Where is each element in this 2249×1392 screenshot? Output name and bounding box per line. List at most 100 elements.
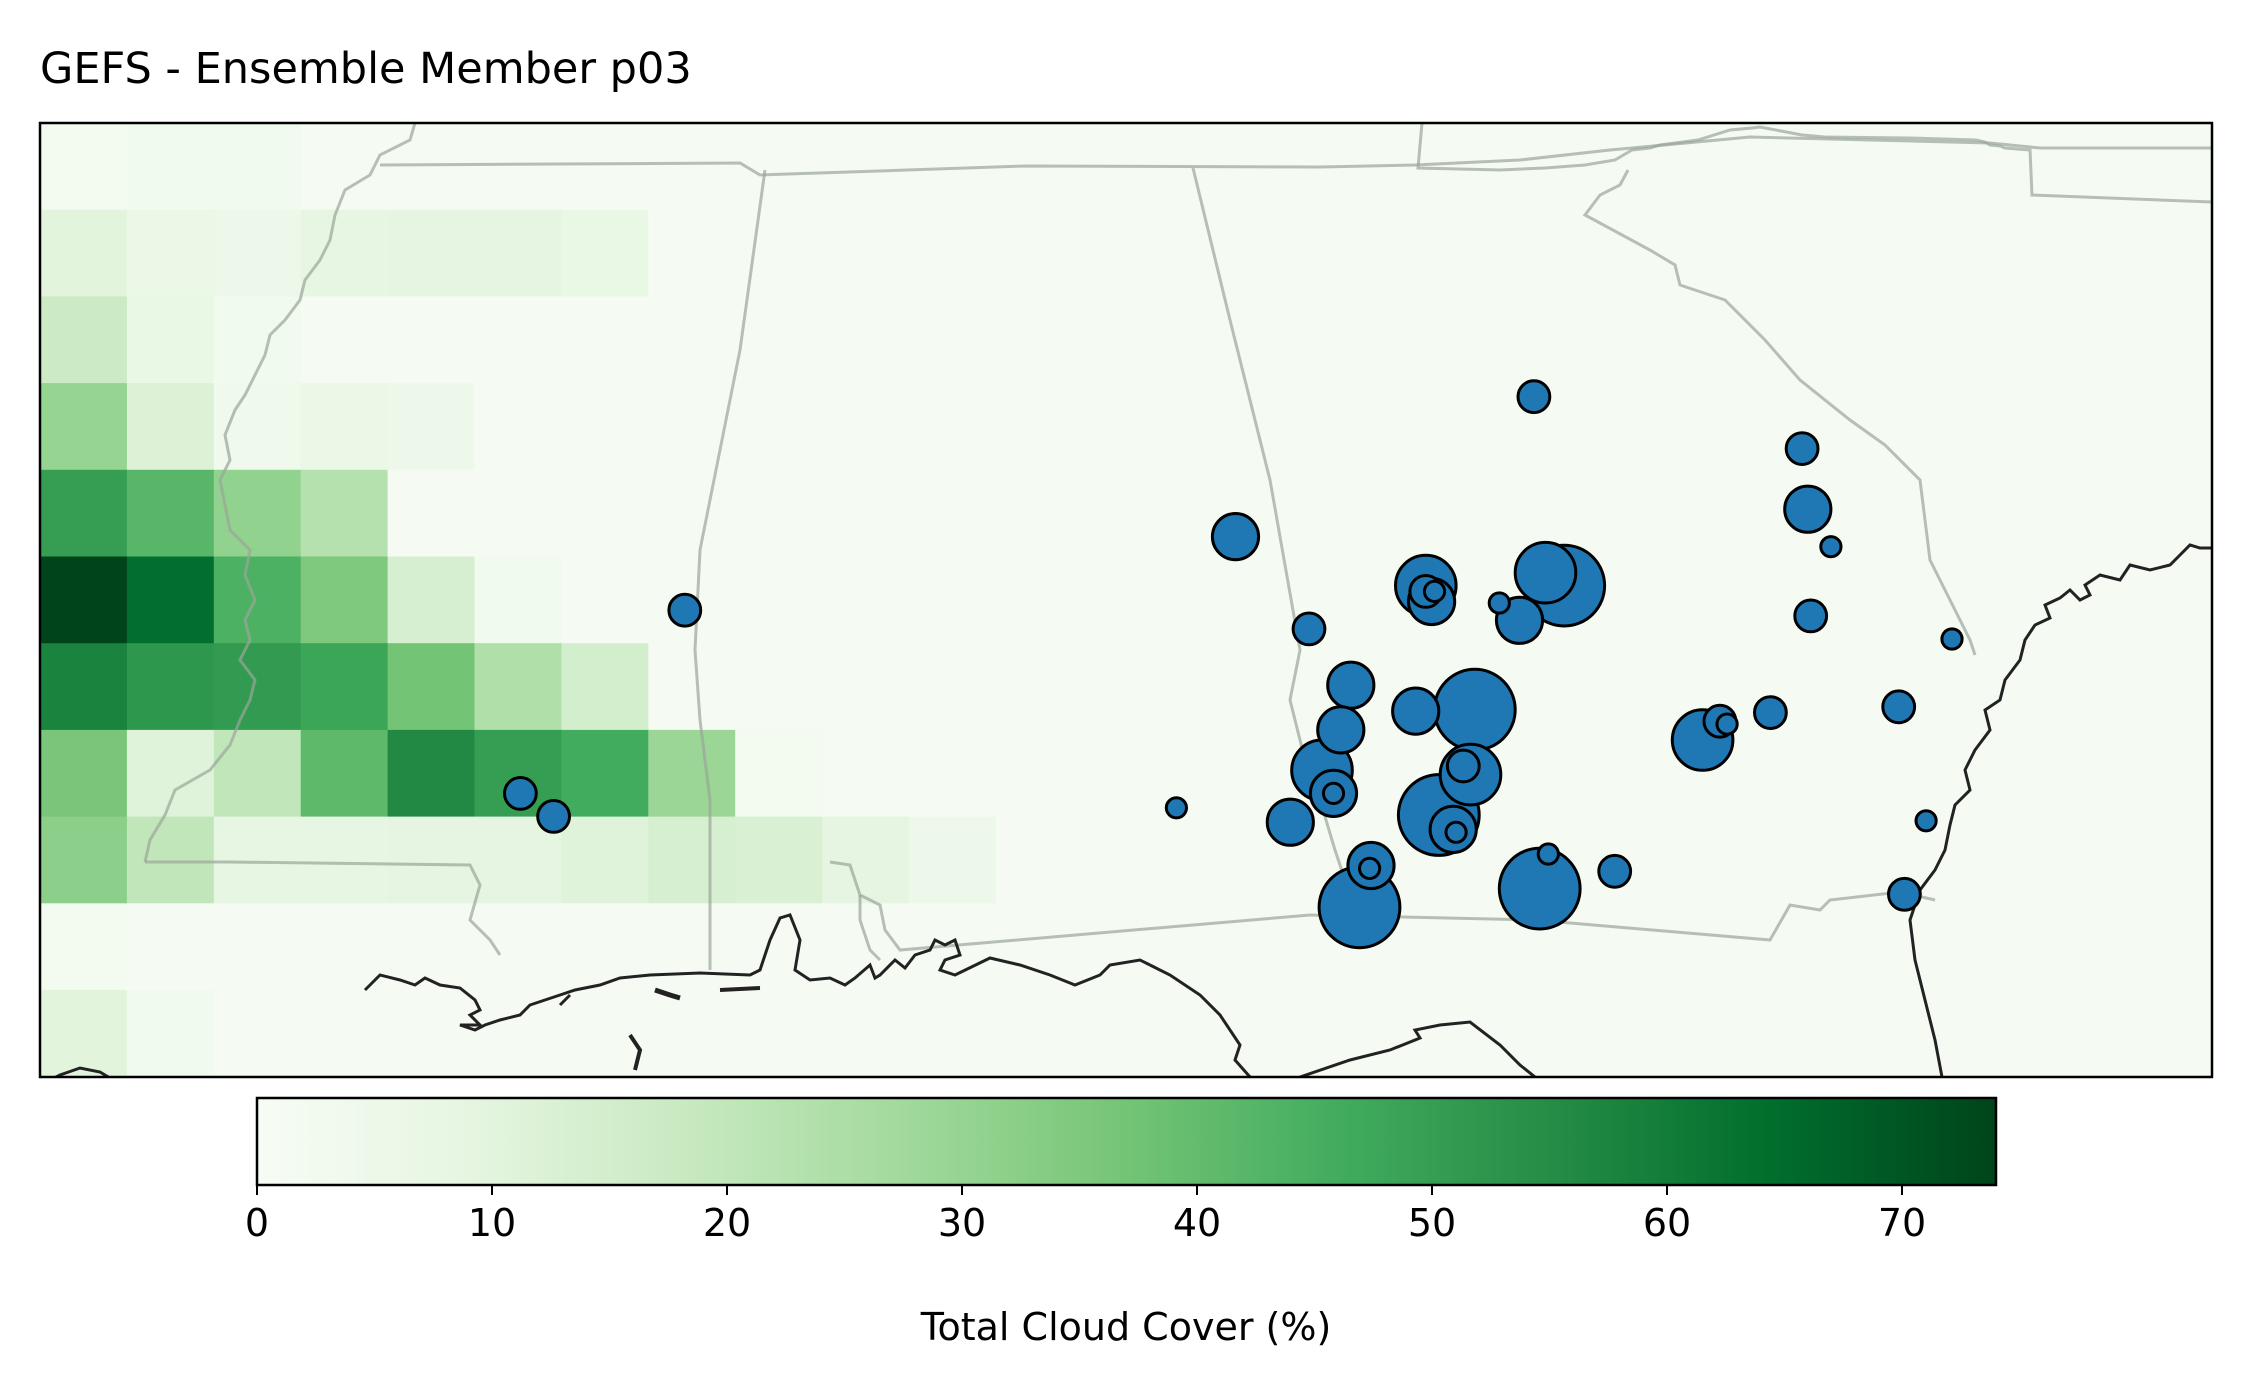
grid-cell (387, 729, 476, 818)
colorbar-label: Total Cloud Cover (%) (920, 1305, 1332, 1349)
grid-cell (561, 643, 649, 731)
station-marker (1597, 853, 1633, 889)
grid-cell (561, 469, 649, 558)
grid-cell (126, 383, 215, 471)
station-marker (1391, 686, 1441, 736)
station-marker (1291, 611, 1327, 647)
grid-cell (561, 123, 649, 211)
coast-peninsula (1149, 963, 1252, 1077)
grid-cell (822, 816, 910, 904)
cloud-cover-grid (40, 123, 2212, 1077)
grid-cell (40, 729, 128, 818)
border-sc-ga-river (1582, 169, 1977, 656)
map-title: GEFS - Ensemble Member p03 (40, 44, 692, 94)
colorbar-tick-label: 10 (468, 1201, 516, 1245)
coast-gulf (363, 913, 1151, 1032)
grid-cell (1604, 643, 1692, 731)
colorbar-tick-label: 30 (938, 1201, 986, 1245)
grid-cell (648, 903, 736, 991)
grid-cell (1169, 643, 1258, 731)
grid-cell (1604, 383, 1692, 471)
grid-cell (1951, 123, 2040, 211)
grid-cell (1430, 123, 1518, 211)
grid-cell (648, 816, 736, 904)
grid-cell (1169, 556, 1258, 644)
station-marker (1444, 820, 1468, 844)
grid-cell (1778, 990, 1866, 1077)
grid-cell (735, 816, 823, 904)
grid-cell (909, 296, 997, 384)
grid-cell (2038, 296, 2127, 384)
grid-cell (213, 469, 302, 558)
station-marker (1445, 748, 1481, 784)
grid-cell (126, 556, 215, 644)
grid-cell (126, 123, 215, 211)
grid-cell (1343, 209, 1431, 297)
colorbar-tick-label: 60 (1643, 1201, 1691, 1245)
grid-cell (995, 903, 1084, 991)
grid-cell (995, 990, 1084, 1077)
grid-cell (2125, 816, 2212, 904)
grid-cell (1951, 990, 2040, 1077)
grid-cell (1517, 296, 1605, 384)
grid-cell (126, 209, 215, 297)
grid-cell (2125, 643, 2212, 731)
grid-cell (2038, 209, 2127, 297)
grid-cell (1951, 556, 2040, 644)
grid-cell (909, 729, 997, 818)
grid-cell (387, 990, 476, 1077)
grid-cell (561, 816, 649, 904)
grid-cell (1691, 990, 1779, 1077)
grid-cell (561, 383, 649, 471)
grid-cell (2038, 816, 2127, 904)
coast-island-4 (558, 993, 572, 1007)
colorbar-tick-label: 50 (1408, 1201, 1456, 1245)
grid-cell (300, 469, 389, 558)
coast-island-2 (719, 986, 761, 992)
grid-cell (300, 296, 389, 384)
coast-bigbend (1299, 1020, 1536, 1077)
grid-cell (40, 383, 128, 471)
station-marker (1753, 695, 1788, 730)
station-marker (1513, 540, 1578, 605)
grid-cell (126, 469, 215, 558)
station-marker (1914, 809, 1938, 833)
grid-cell (2125, 209, 2212, 297)
grid-cell (1778, 209, 1866, 297)
grid-cell (561, 729, 649, 818)
grid-cell (213, 729, 302, 818)
grid-cell (822, 643, 910, 731)
grid-cell (648, 643, 736, 731)
grid-cell (213, 209, 302, 297)
grid-cell (40, 816, 128, 904)
grid-cell (213, 816, 302, 904)
grid-cell (1778, 903, 1866, 991)
grid-cell (648, 296, 736, 384)
map-frame (38, 121, 2214, 1079)
colorbar-tick-label: 0 (245, 1201, 269, 1245)
grid-cell (474, 556, 562, 644)
grid-cell (1430, 990, 1518, 1077)
grid-cell (735, 383, 823, 471)
grid-cell (300, 816, 389, 904)
grid-cell (126, 990, 215, 1077)
grid-cell (1430, 209, 1518, 297)
station-marker (1326, 660, 1376, 710)
grid-cell (1082, 383, 1171, 471)
border-fl-ga (829, 860, 1936, 952)
grid-cell (300, 209, 389, 297)
grid-cell (387, 903, 476, 991)
grid-cell (1691, 209, 1779, 297)
grid-cell (2125, 469, 2212, 558)
grid-cell (735, 903, 823, 991)
grid-cell (1169, 816, 1258, 904)
grid-cell (126, 816, 215, 904)
station-marker (1887, 876, 1922, 912)
grid-cell (2125, 903, 2212, 991)
grid-cell (735, 556, 823, 644)
colorbar-tick-label: 20 (703, 1201, 751, 1245)
grid-cell (213, 556, 302, 644)
grid-cell (474, 990, 562, 1077)
grid-cell (1951, 296, 2040, 384)
grid-cell (1778, 556, 1866, 644)
